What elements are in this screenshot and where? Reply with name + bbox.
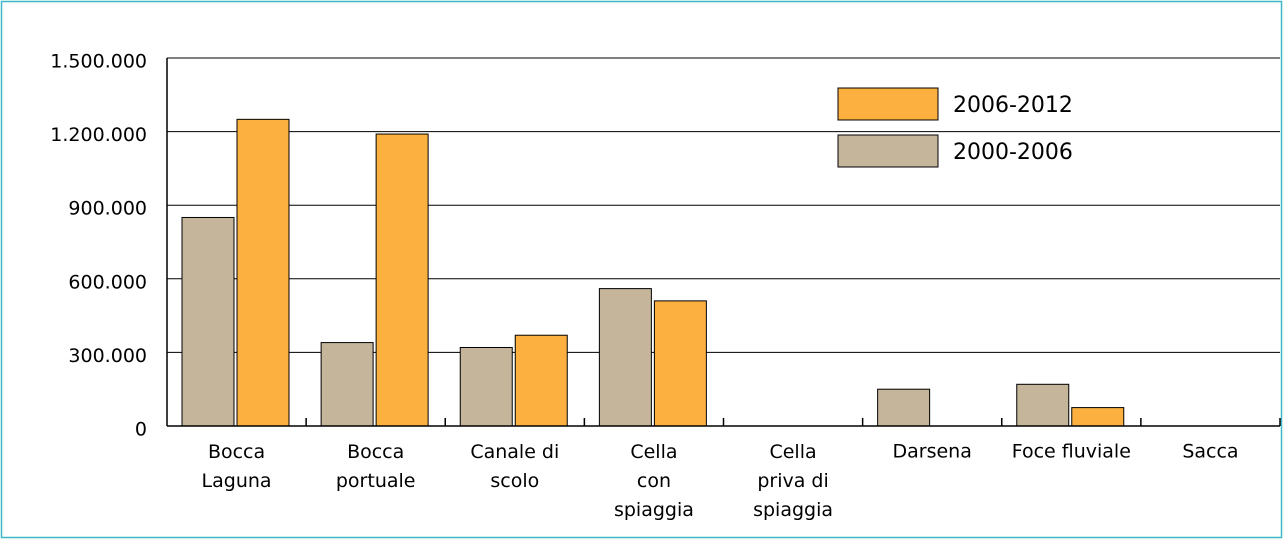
y-tick-label: 1.200.000 <box>50 124 147 146</box>
x-tick-label: Cella priva di spiaggia <box>753 441 833 521</box>
x-tick-label: Darsena <box>893 441 972 463</box>
x-tick-label: Sacca <box>1182 441 1238 463</box>
bar <box>1016 383 1070 427</box>
y-tick-label: 300.000 <box>68 345 147 367</box>
legend-swatch <box>837 87 939 121</box>
y-tick-label: 900.000 <box>68 198 147 220</box>
bar <box>459 346 513 427</box>
bar <box>181 216 235 427</box>
x-tick-label: Canale di scolo <box>470 441 559 492</box>
bar <box>1071 407 1125 427</box>
x-tick-label: Foce fluviale <box>1012 441 1131 463</box>
x-tick-label: Bocca portuale <box>336 441 416 492</box>
legend-label: 2006-2012 <box>953 93 1073 118</box>
bar <box>236 118 290 427</box>
x-tick-label: Cella con spiaggia <box>614 441 694 521</box>
x-tick-label: Bocca Laguna <box>202 441 272 492</box>
y-tick-label: 600.000 <box>68 271 147 293</box>
bar <box>598 288 652 427</box>
bar <box>877 388 931 427</box>
legend-swatch <box>837 134 939 168</box>
legend-label: 2000-2006 <box>953 140 1073 165</box>
y-tick-label: 1.500.000 <box>50 51 147 73</box>
y-tick-label: 0 <box>135 419 147 441</box>
bar <box>514 334 568 427</box>
bar <box>653 300 707 427</box>
bar <box>375 133 429 427</box>
bar <box>320 342 374 427</box>
